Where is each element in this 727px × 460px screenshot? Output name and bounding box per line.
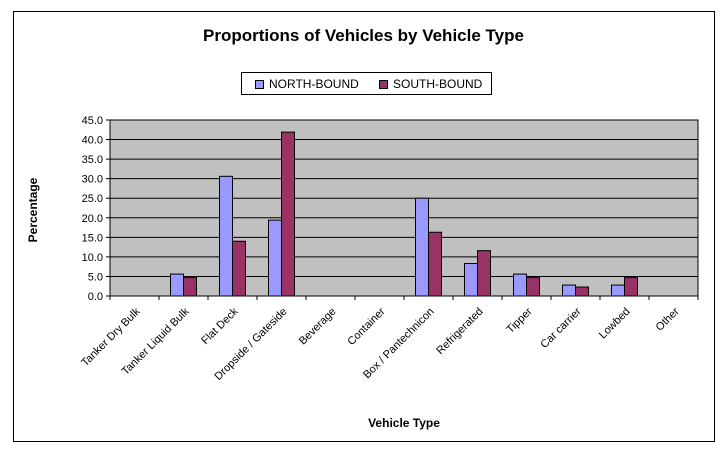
- legend-label-south: SOUTH-BOUND: [393, 77, 483, 91]
- x-tick-label: Other: [654, 305, 682, 333]
- legend-item-south: SOUTH-BOUND: [379, 77, 482, 91]
- bar-north: [513, 273, 527, 297]
- y-tick-label: 20.0: [82, 213, 103, 225]
- y-tick-label: 45.0: [82, 115, 103, 127]
- y-tick-label: 0.0: [88, 291, 103, 303]
- bar-north: [268, 219, 282, 297]
- bar-north: [464, 263, 478, 297]
- y-tick-label: 30.0: [82, 174, 103, 186]
- bar-south: [428, 231, 442, 297]
- bar-north: [219, 175, 233, 297]
- bar-south: [281, 131, 295, 297]
- y-tick-label: 40.0: [82, 135, 103, 147]
- x-axis-title: Vehicle Type: [368, 416, 440, 430]
- legend: NORTH-BOUND SOUTH-BOUND: [241, 72, 492, 95]
- bar-south: [526, 277, 540, 297]
- bar-south: [624, 277, 638, 297]
- bar-north: [611, 284, 625, 297]
- x-tick-label: Lowbed: [597, 306, 633, 342]
- x-tick-label: Flat Deck: [199, 305, 241, 347]
- legend-item-north: NORTH-BOUND: [255, 77, 359, 91]
- y-tick-label: 35.0: [82, 154, 103, 166]
- bar-south: [477, 250, 491, 297]
- x-tick-label: Refrigerated: [434, 306, 485, 357]
- legend-swatch-north: [255, 79, 264, 89]
- legend-swatch-south: [379, 79, 388, 89]
- bar-north: [170, 273, 184, 297]
- y-tick-label: 10.0: [82, 252, 103, 264]
- y-tick-label: 15.0: [82, 232, 103, 244]
- plot-background: [109, 119, 699, 297]
- x-tick-label: Tipper: [504, 305, 534, 335]
- x-tick-label: Car carrier: [538, 305, 583, 350]
- bar-north: [562, 284, 576, 297]
- bar-north: [415, 197, 429, 297]
- x-tick-label: Beverage: [297, 306, 339, 348]
- y-tick-label: 5.0: [88, 271, 103, 283]
- x-tick-label: Container: [345, 305, 387, 347]
- y-tick-label: 25.0: [82, 193, 103, 205]
- bar-south: [575, 286, 589, 297]
- bar-south: [232, 240, 246, 297]
- legend-label-north: NORTH-BOUND: [269, 77, 359, 91]
- bar-south: [183, 277, 197, 297]
- chart-title: Proportions of Vehicles by Vehicle Type: [203, 26, 524, 45]
